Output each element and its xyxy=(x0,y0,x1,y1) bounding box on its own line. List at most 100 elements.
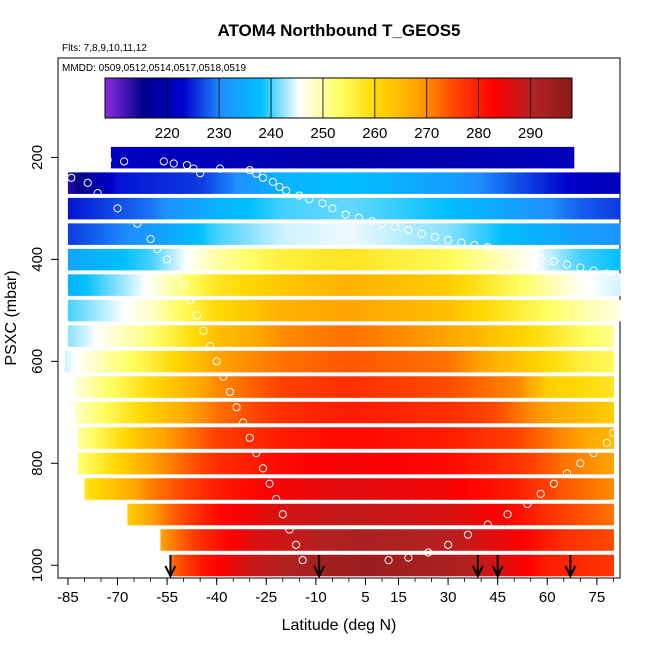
flight-point-marker xyxy=(305,195,314,204)
heatmap-cell xyxy=(200,554,205,577)
heatmap-cell xyxy=(71,223,76,245)
heatmap-cell xyxy=(530,427,535,449)
heatmap-cell xyxy=(170,325,175,347)
heatmap-cell xyxy=(94,452,99,475)
heatmap-cell xyxy=(239,554,244,577)
heatmap-cell xyxy=(309,427,314,449)
heatmap-cell xyxy=(329,299,333,322)
heatmap-cell xyxy=(358,503,363,526)
heatmap-cell xyxy=(487,172,492,194)
heatmap-cell xyxy=(312,197,317,220)
heatmap-cell xyxy=(424,427,429,449)
heatmap-cell xyxy=(596,299,601,322)
heatmap-cell xyxy=(401,248,406,271)
heatmap-cell xyxy=(368,274,373,296)
y-axis-label: PSXC (mbar) xyxy=(3,270,20,365)
heatmap-cell xyxy=(302,197,307,220)
heatmap-cell xyxy=(557,376,562,398)
heatmap-cell xyxy=(451,503,456,526)
heatmap-cell xyxy=(233,401,238,424)
heatmap-cell xyxy=(411,223,416,245)
flight-point-marker xyxy=(179,280,188,289)
heatmap-cell xyxy=(454,350,459,373)
heatmap-cell xyxy=(239,452,244,475)
heatmap-cell xyxy=(547,427,552,449)
heatmap-cell xyxy=(299,529,304,551)
heatmap-cell xyxy=(590,478,595,500)
heatmap-cell xyxy=(213,401,218,424)
heatmap-cell xyxy=(292,248,297,271)
heatmap-cell xyxy=(577,554,581,577)
heatmap-cell xyxy=(563,325,568,347)
flight-point-marker xyxy=(536,489,545,498)
heatmap-cell xyxy=(451,172,456,194)
heatmap-cell xyxy=(600,325,605,347)
heatmap-cell xyxy=(375,274,380,296)
heatmap-cell xyxy=(147,401,152,424)
heatmap-cell xyxy=(418,299,423,322)
heatmap-cell xyxy=(246,376,251,398)
heatmap-cell xyxy=(372,172,376,194)
heatmap-cell xyxy=(289,376,294,398)
heatmap-cell xyxy=(305,452,310,475)
heatmap-cell xyxy=(71,197,76,220)
heatmap-cell xyxy=(606,478,611,500)
heatmap-cell xyxy=(170,376,175,398)
heatmap-cell xyxy=(517,172,522,194)
heatmap-cell xyxy=(408,478,413,500)
heatmap-cell xyxy=(418,350,423,373)
heatmap-cell xyxy=(395,325,400,347)
heatmap-cell xyxy=(520,529,525,551)
heatmap-cell xyxy=(553,248,558,271)
heatmap-cell xyxy=(616,197,621,220)
heatmap-cell xyxy=(183,248,188,271)
heatmap-cell xyxy=(543,172,548,194)
heatmap-cell xyxy=(203,325,208,347)
heatmap-cell xyxy=(467,146,472,169)
heatmap-cell xyxy=(216,376,221,398)
heatmap-cell xyxy=(454,325,459,347)
heatmap-cell xyxy=(474,197,479,220)
heatmap-cell xyxy=(120,223,125,245)
heatmap-cell xyxy=(560,325,565,347)
heatmap-cell xyxy=(530,503,535,526)
heatmap-cell xyxy=(510,427,515,449)
heatmap-cell xyxy=(524,554,529,577)
colorbar-gradient xyxy=(104,77,573,119)
heatmap-cell xyxy=(219,274,224,296)
heatmap-cell xyxy=(418,452,423,475)
heatmap-layers xyxy=(64,146,621,577)
heatmap-cell xyxy=(500,325,505,347)
heatmap-cell xyxy=(434,554,439,577)
heatmap-cell xyxy=(186,274,191,296)
heatmap-cell xyxy=(124,325,129,347)
y-tick-label: 200 xyxy=(29,145,46,170)
heatmap-cell xyxy=(262,223,267,245)
heatmap-cell xyxy=(180,172,185,194)
heatmap-cell xyxy=(150,427,155,449)
heatmap-cell xyxy=(415,223,419,245)
heatmap-cell xyxy=(348,223,353,245)
heatmap-cell xyxy=(372,376,376,398)
heatmap-cell xyxy=(243,427,248,449)
heatmap-cell xyxy=(590,376,595,398)
heatmap-cell xyxy=(246,350,251,373)
heatmap-cell xyxy=(332,452,337,475)
heatmap-cell xyxy=(84,478,89,500)
heatmap-cell xyxy=(253,503,257,526)
heatmap-cell xyxy=(577,274,581,296)
heatmap-cell xyxy=(355,325,360,347)
heatmap-cell xyxy=(137,197,142,220)
heatmap-cell xyxy=(196,401,201,424)
heatmap-cell xyxy=(143,325,148,347)
heatmap-cell xyxy=(219,325,224,347)
heatmap-cell xyxy=(481,478,486,500)
heatmap-cell xyxy=(563,554,568,577)
heatmap-cell xyxy=(355,299,360,322)
heatmap-cell xyxy=(319,197,324,220)
heatmap-cell xyxy=(190,146,195,169)
heatmap-cell xyxy=(474,401,479,424)
heatmap-cell xyxy=(246,172,251,194)
heatmap-cell xyxy=(481,452,486,475)
heatmap-cell xyxy=(160,350,165,373)
